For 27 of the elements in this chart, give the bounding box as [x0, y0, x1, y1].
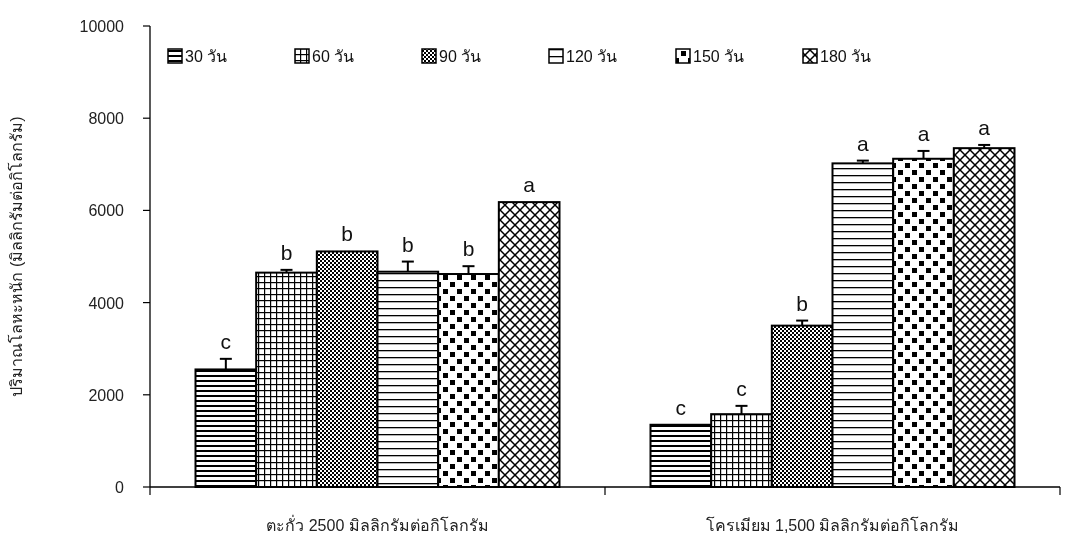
y-tick-label: 0 — [115, 479, 125, 496]
legend-label: 30 วัน — [185, 48, 228, 65]
y-tick-label: 6000 — [88, 202, 125, 220]
legend-label: 180 วัน — [820, 48, 872, 65]
data-label: b — [401, 232, 414, 256]
data-label: c — [675, 395, 687, 419]
data-label: a — [523, 173, 536, 197]
y-axis-title: ปริมาณโลหะหนัก (มิลลิกรัมต่อกิโลกรัม) — [7, 116, 25, 397]
data-label: b — [341, 222, 354, 246]
y-tick-label: 4000 — [88, 294, 125, 312]
x-tick-label: โครเมียม 1,500 มิลลิกรัมต่อกิโลกรัม — [705, 516, 960, 534]
data-label: c — [220, 329, 232, 353]
legend-label: 90 วัน — [439, 48, 482, 65]
y-tick-label: 8000 — [88, 110, 125, 128]
data-label: a — [917, 121, 930, 145]
data-label: c — [736, 376, 747, 400]
y-tick-label: 2000 — [88, 386, 125, 404]
data-label: a — [978, 115, 991, 139]
legend-label: 120 วัน — [566, 48, 618, 65]
x-tick-label: ตะกั่ว 2500 มิลลิกรัมต่อกิโลกรัม — [266, 514, 489, 534]
legend-label: 150 วัน — [693, 48, 745, 65]
data-label: b — [280, 240, 293, 264]
y-tick-label: 10000 — [79, 18, 125, 35]
data-label: b — [796, 291, 809, 315]
data-label: a — [856, 131, 869, 155]
data-label: b — [462, 237, 475, 261]
legend-label: 60 วัน — [312, 48, 355, 65]
